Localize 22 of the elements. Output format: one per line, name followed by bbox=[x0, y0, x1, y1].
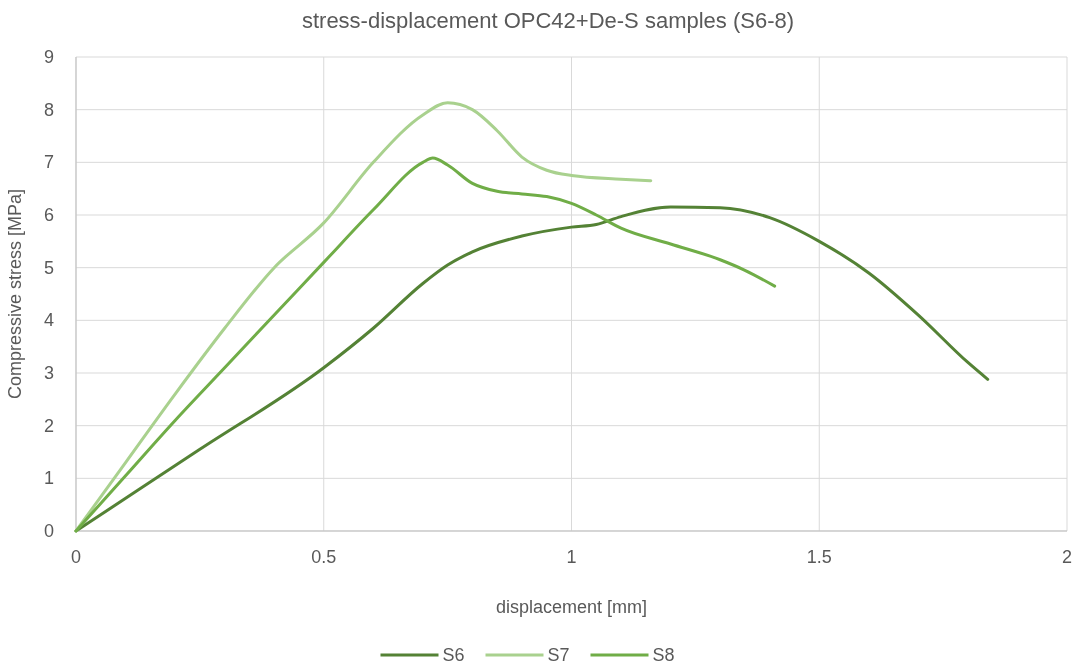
y-tick-label: 4 bbox=[43, 310, 54, 331]
y-tick-label: 3 bbox=[43, 363, 54, 383]
x-tick-label: 0.5 bbox=[311, 547, 337, 567]
x-tick-label: 0 bbox=[70, 547, 82, 567]
x-tick-label: 2 bbox=[1061, 547, 1073, 567]
y-tick-label: 6 bbox=[43, 205, 54, 225]
legend-label: S7 bbox=[547, 645, 570, 665]
x-tick-label: 1 bbox=[566, 547, 577, 567]
y-tick-label: 0 bbox=[43, 521, 54, 541]
x-tick-label: 1.5 bbox=[806, 547, 832, 567]
y-tick-label: 5 bbox=[43, 257, 54, 278]
y-tick-label: 7 bbox=[43, 152, 54, 173]
legend-label: S6 bbox=[442, 645, 465, 665]
line-series bbox=[74, 156, 777, 533]
legend-label: S8 bbox=[652, 645, 675, 665]
y-tick-label: 1 bbox=[43, 468, 54, 489]
x-axis-title: displacement [mm] bbox=[495, 597, 648, 617]
y-axis-title: Compressive stress [MPa] bbox=[5, 188, 25, 400]
y-tick-label: 9 bbox=[43, 47, 54, 67]
y-tick-label: 2 bbox=[43, 415, 54, 436]
chart-title: stress-displacement OPC42+De-S samples (S6-8) bbox=[301, 8, 795, 33]
y-tick-label: 8 bbox=[43, 99, 54, 120]
